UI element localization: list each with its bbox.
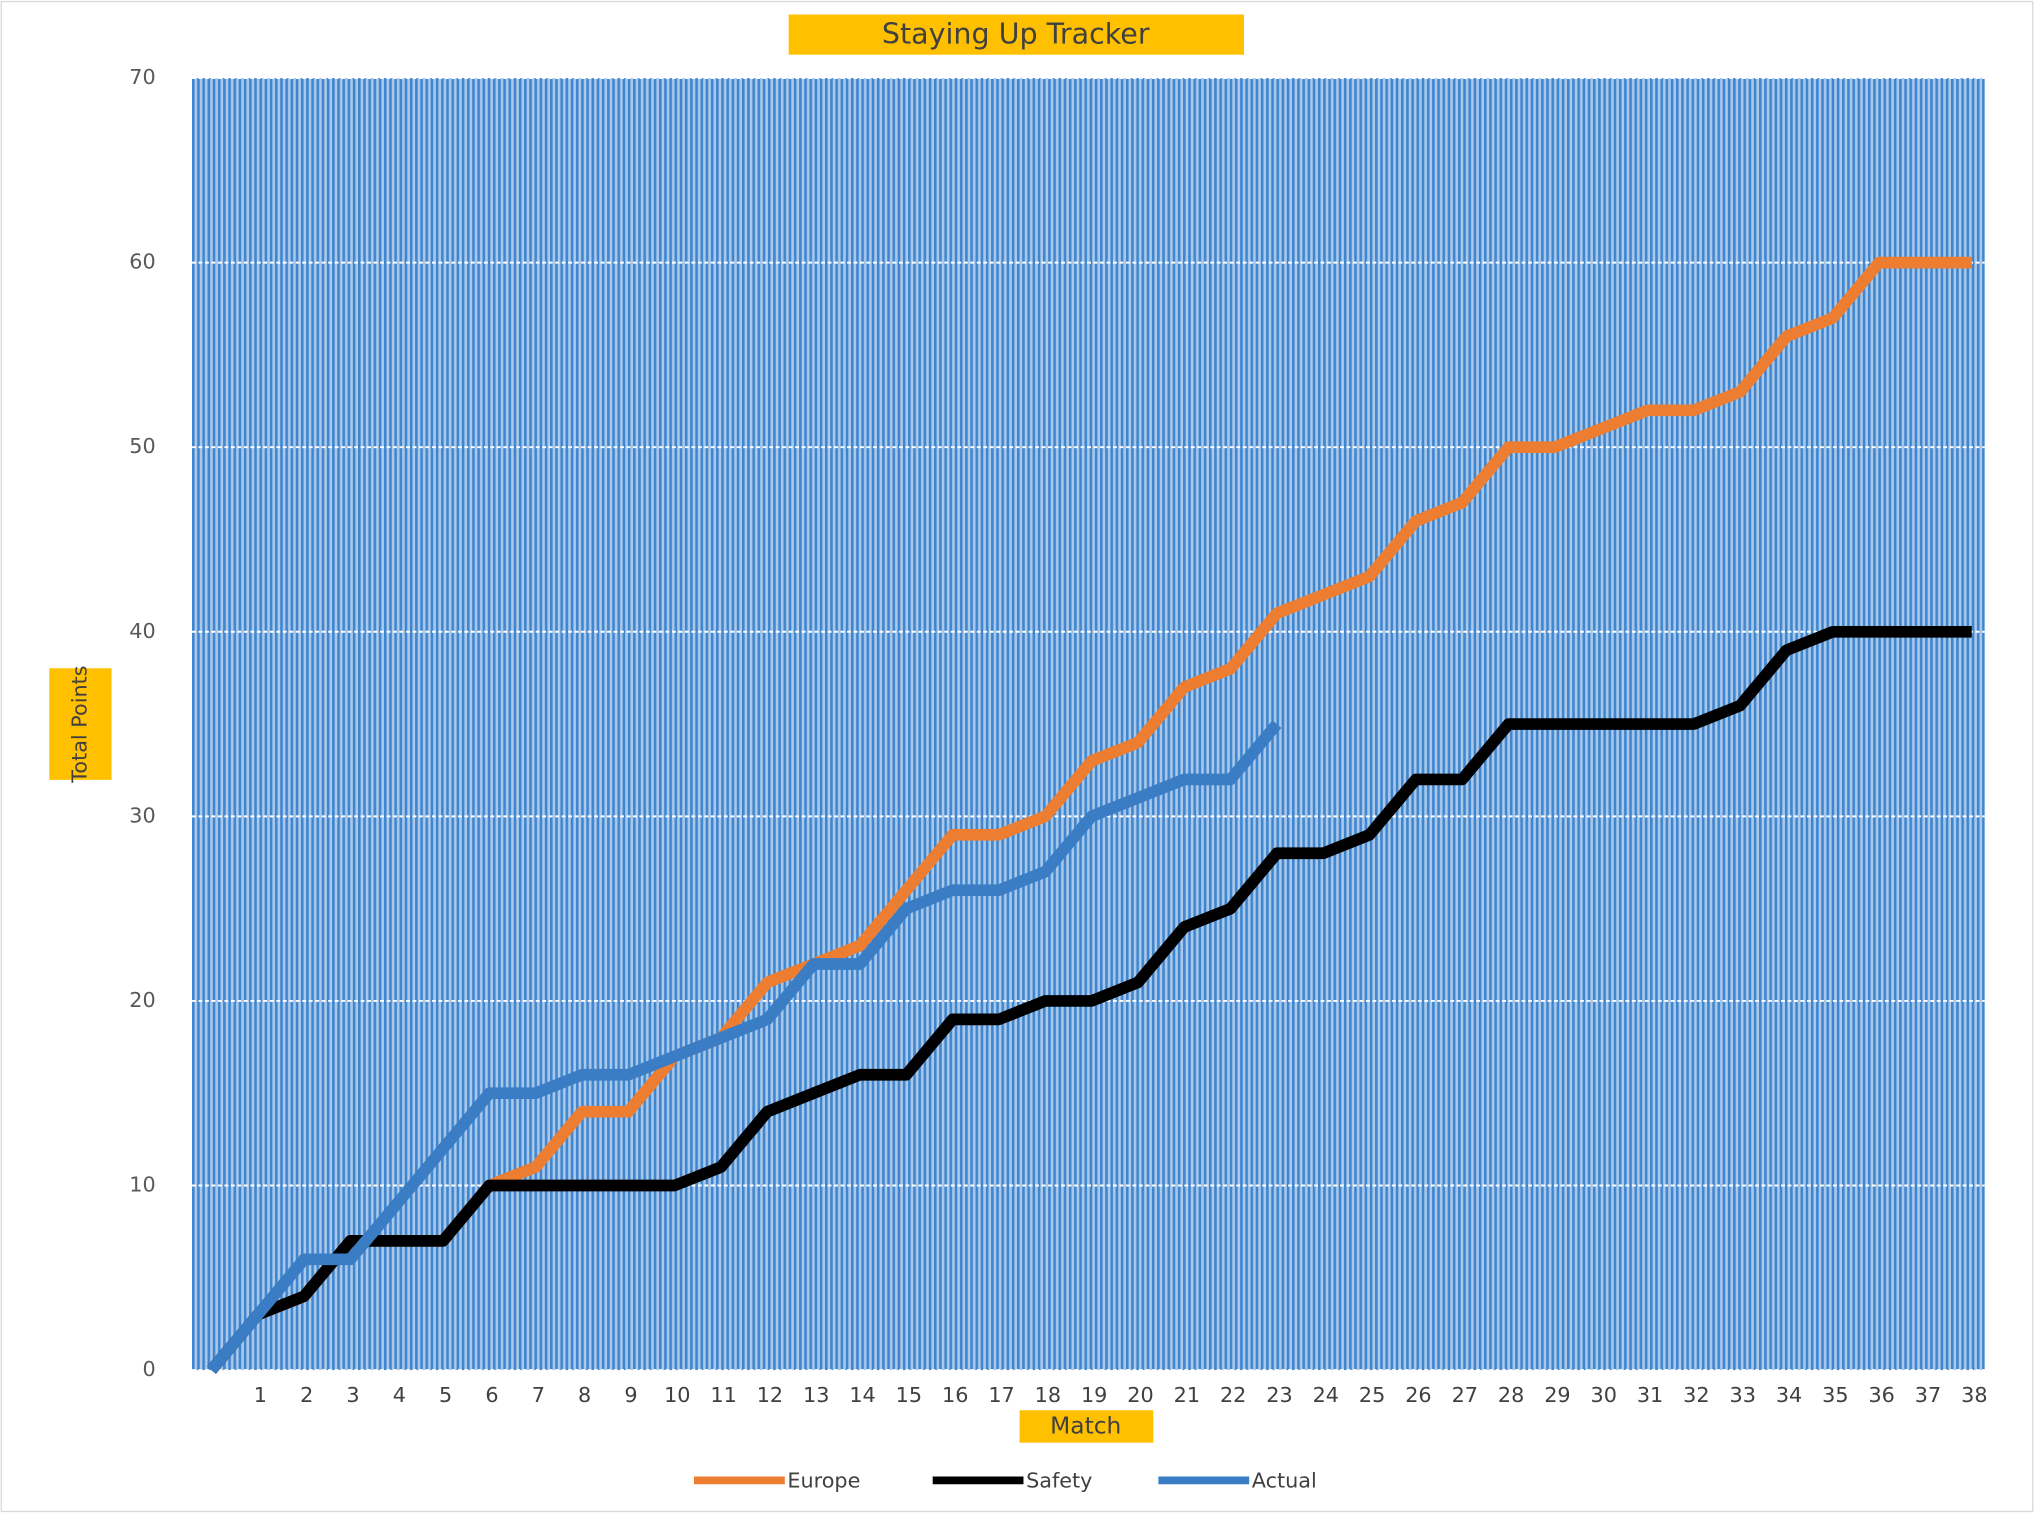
legend-label: Safety <box>1026 1469 1092 1493</box>
x-tick-label: 32 <box>1683 1383 1709 1407</box>
x-tick-label: 31 <box>1637 1383 1663 1407</box>
x-tick-label: 21 <box>1174 1383 1200 1407</box>
y-tick-label: 20 <box>129 988 155 1012</box>
x-tick-label: 29 <box>1544 1383 1570 1407</box>
x-tick-label: 3 <box>346 1383 359 1407</box>
x-tick-label: 17 <box>988 1383 1014 1407</box>
x-tick-label: 7 <box>532 1383 545 1407</box>
legend-label: Europe <box>787 1469 860 1493</box>
title-box <box>788 14 1245 55</box>
x-tick-label: 11 <box>710 1383 736 1407</box>
x-tick-label: 26 <box>1405 1383 1431 1407</box>
y-tick-label: 30 <box>129 803 155 827</box>
x-tick-label: 19 <box>1081 1383 1107 1407</box>
x-tick-label: 5 <box>439 1383 452 1407</box>
chart-title: Staying Up Tracker <box>882 17 1150 50</box>
x-tick-label: 2 <box>300 1383 313 1407</box>
plot-area <box>191 78 1985 1371</box>
x-tick-label: 35 <box>1822 1383 1848 1407</box>
x-tick-label: 25 <box>1359 1383 1385 1407</box>
y-tick-label: 0 <box>142 1357 155 1381</box>
x-tick-label: 8 <box>578 1383 591 1407</box>
x-tick-label: 23 <box>1266 1383 1292 1407</box>
series-line <box>206 256 1972 1374</box>
x-tick-label: 34 <box>1776 1383 1802 1407</box>
x-tick-label: 33 <box>1730 1383 1756 1407</box>
y-title-box <box>49 668 112 780</box>
x-tick-label: 27 <box>1452 1383 1478 1407</box>
x-tick-label: 4 <box>393 1383 406 1407</box>
x-tick-label: 20 <box>1127 1383 1153 1407</box>
series-line <box>206 625 1972 1374</box>
x-tick-label: 18 <box>1035 1383 1061 1407</box>
x-tick-label: 9 <box>624 1383 637 1407</box>
x-tick-label: 22 <box>1220 1383 1246 1407</box>
x-title-box <box>1019 1410 1154 1443</box>
x-tick-label: 30 <box>1591 1383 1617 1407</box>
y-tick-label: 10 <box>129 1173 155 1197</box>
x-tick-label: 16 <box>942 1383 968 1407</box>
y-axis-title: Total Points <box>67 665 91 783</box>
y-tick-label: 70 <box>129 65 155 89</box>
y-tick-label: 40 <box>129 619 155 643</box>
x-tick-label: 10 <box>664 1383 690 1407</box>
legend-label: Actual <box>1252 1469 1317 1493</box>
x-tick-label: 6 <box>485 1383 498 1407</box>
x-axis-title: Match <box>1050 1412 1121 1440</box>
x-tick-label: 38 <box>1961 1383 1987 1407</box>
x-tick-label: 13 <box>803 1383 829 1407</box>
x-tick-label: 36 <box>1868 1383 1894 1407</box>
y-tick-label: 50 <box>129 434 155 458</box>
x-tick-label: 28 <box>1498 1383 1524 1407</box>
series-line <box>206 720 1282 1374</box>
x-tick-label: 14 <box>849 1383 875 1407</box>
x-tick-label: 24 <box>1313 1383 1339 1407</box>
x-tick-label: 1 <box>254 1383 267 1407</box>
x-tick-label: 37 <box>1915 1383 1941 1407</box>
x-tick-label: 15 <box>896 1383 922 1407</box>
x-tick-label: 12 <box>757 1383 783 1407</box>
y-tick-label: 60 <box>129 250 155 274</box>
